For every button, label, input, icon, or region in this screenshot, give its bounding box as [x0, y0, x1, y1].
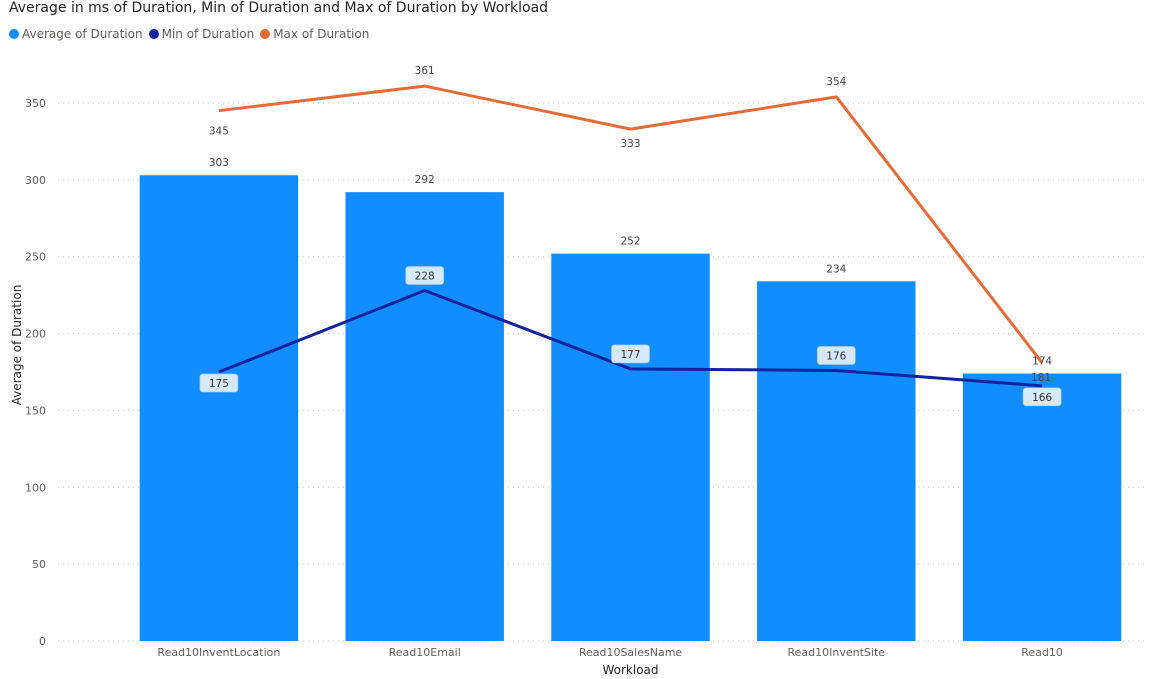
x-axis-title: Workload — [602, 663, 658, 677]
min-value-label: 175 — [209, 378, 229, 390]
min-value-label: 228 — [415, 271, 435, 283]
bar-value-label: 234 — [826, 263, 846, 275]
x-tick-label: Read10 — [1021, 646, 1063, 659]
data-labels: 303 292 252 234 174 345 361 333 354 181 175 228 177 1… — [199, 65, 1062, 407]
bar — [139, 175, 299, 641]
x-tick-label: Read10InventLocation — [157, 646, 280, 659]
y-tick-label: 50 — [32, 558, 46, 571]
y-axis-title: Average of Duration — [10, 285, 24, 406]
legend-item-min[interactable]: Min of Duration — [148, 27, 255, 41]
y-tick-label: 350 — [25, 97, 46, 110]
y-tick-label: 150 — [25, 404, 46, 417]
chart-title: Average in ms of Duration, Min of Durati… — [9, 0, 549, 16]
bars — [139, 175, 1122, 641]
legend-dot-min-icon — [148, 29, 159, 39]
max-value-label: 345 — [209, 126, 229, 138]
y-tick-label: 0 — [39, 635, 46, 648]
bar — [345, 192, 504, 641]
max-value-label: 333 — [620, 138, 640, 150]
bar-value-label: 252 — [620, 236, 640, 248]
bar — [757, 281, 916, 641]
max-value-label: 361 — [415, 65, 435, 77]
y-tick-label: 250 — [25, 251, 46, 264]
bar-value-label: 292 — [415, 174, 435, 186]
legend-item-max[interactable]: Max of Duration — [260, 27, 369, 41]
y-tick-label: 300 — [25, 174, 46, 187]
x-tick-label: Read10SalesName — [579, 646, 683, 659]
x-axis-ticks: Read10InventLocation Read10Email Read10Sal… — [157, 646, 1062, 659]
y-axis-ticks: 0 50 100 150 200 250 300 350 — [25, 97, 46, 648]
min-line — [218, 289, 1043, 388]
min-value-label-box — [199, 373, 239, 393]
max-line — [218, 84, 1044, 364]
min-value-label: 176 — [826, 350, 846, 362]
max-value-label: 354 — [826, 76, 846, 88]
legend-label-min: Min of Duration — [161, 27, 255, 41]
min-value-label-box — [405, 266, 445, 285]
y-tick-label: 100 — [25, 481, 46, 494]
legend-dot-max-icon — [260, 29, 271, 39]
min-value-label-box — [816, 346, 856, 365]
x-tick-label: Read10InventSite — [788, 646, 886, 659]
y-tick-label: 200 — [25, 328, 46, 341]
x-tick-label: Read10Email — [389, 646, 461, 659]
bar-value-label: 303 — [209, 157, 229, 169]
bar-value-label: 174 — [1032, 356, 1052, 368]
min-value-label: 177 — [620, 349, 640, 361]
bar — [962, 373, 1122, 641]
legend-label-average: Average of Duration — [22, 27, 143, 41]
legend: Average of Duration Min of Duration Max … — [9, 27, 375, 41]
max-value-label: 181 — [1031, 372, 1051, 384]
min-value-label-box — [611, 344, 650, 364]
min-value-label: 166 — [1032, 392, 1052, 404]
min-value-label-box — [1022, 387, 1062, 407]
lines — [218, 84, 1044, 388]
legend-dot-average-icon — [9, 29, 19, 39]
bar — [551, 253, 710, 641]
legend-item-average[interactable]: Average of Duration — [9, 27, 143, 41]
legend-label-max: Max of Duration — [273, 27, 370, 41]
